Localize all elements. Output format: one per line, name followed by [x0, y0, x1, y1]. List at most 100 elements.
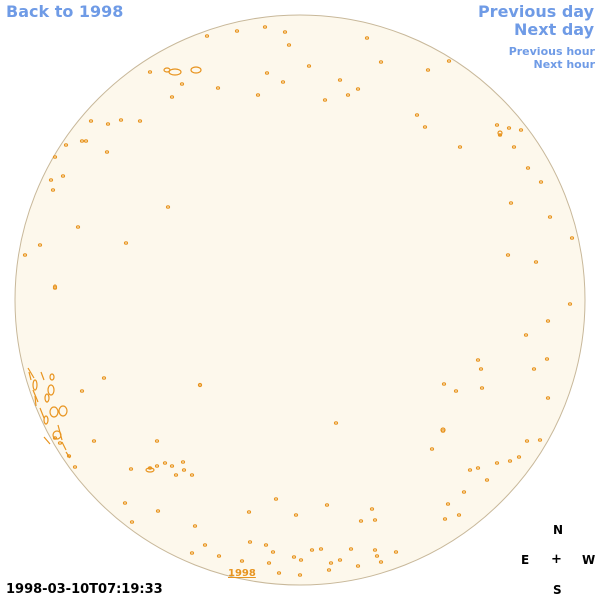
contour-spot: [239, 559, 245, 563]
contour-spot: [475, 466, 481, 470]
contour-spot: [83, 139, 89, 143]
contour-spot: [445, 502, 451, 506]
contour-spot: [189, 473, 195, 477]
contour-spot: [422, 125, 428, 129]
contour-spot: [234, 29, 240, 33]
contour-stroke: [65, 451, 71, 459]
contour-spot: [324, 503, 330, 507]
contour-spot: [309, 548, 315, 552]
contour-spot: [247, 540, 253, 544]
contour-spot: [478, 367, 484, 371]
contour-spot: [147, 70, 153, 74]
contour-spot: [169, 95, 175, 99]
previous-day-link[interactable]: Previous day: [477, 2, 594, 21]
contour-spot: [538, 180, 544, 184]
contour-spot: [355, 564, 361, 568]
contour-spot: [328, 561, 334, 565]
contour-spot: [446, 59, 452, 63]
contour-spot: [507, 459, 513, 463]
contour-spot: [456, 513, 462, 517]
observation-timestamp: 1998-03-10T07:19:33: [6, 582, 163, 597]
contour-stroke: [57, 424, 63, 441]
contour-spot: [378, 560, 384, 564]
compass-west: W: [582, 553, 596, 567]
previous-hour-link[interactable]: Previous hour: [508, 45, 595, 58]
contour-spot: [91, 439, 97, 443]
contour-spot: [523, 333, 529, 337]
contour-spot: [516, 455, 522, 459]
contour-spot: [60, 174, 66, 178]
contour-spot: [52, 155, 58, 159]
contour-loop: [163, 67, 171, 73]
contour-spot: [105, 122, 111, 126]
contour-spot: [48, 178, 54, 182]
next-day-link[interactable]: Next day: [514, 20, 594, 39]
contour-spot: [511, 145, 517, 149]
contour-spot: [567, 302, 573, 306]
contour-spot: [425, 68, 431, 72]
contour-spot: [165, 205, 171, 209]
contour-loop: [197, 382, 203, 388]
contour-spot: [441, 382, 447, 386]
contour-spot: [457, 145, 463, 149]
contour-spot: [79, 139, 85, 143]
contour-spot: [533, 260, 539, 264]
contour-spot: [453, 389, 459, 393]
contour-spot: [263, 543, 269, 547]
compass-east: E: [521, 553, 530, 567]
contour-spot: [524, 439, 530, 443]
contour-loop: [44, 393, 50, 403]
contour-spot: [506, 126, 512, 130]
contour-spot: [337, 78, 343, 82]
contour-spot: [118, 118, 124, 122]
contour-spot: [128, 467, 134, 471]
contour-spot: [369, 507, 375, 511]
contour-spot: [322, 98, 328, 102]
contour-spot: [162, 461, 168, 465]
contour-spot: [192, 524, 198, 528]
contour-spot: [57, 441, 63, 445]
contour-spot: [345, 93, 351, 97]
magnetic-contours: [22, 25, 575, 577]
contour-spot: [280, 80, 286, 84]
back-to-year-link[interactable]: Back to 1998: [6, 2, 124, 21]
contour-spot: [525, 166, 531, 170]
contour-spot: [378, 60, 384, 64]
contour-spot: [22, 253, 28, 257]
contour-spot: [50, 188, 56, 192]
contour-spot: [364, 36, 370, 40]
contour-spot: [216, 554, 222, 558]
contour-spot: [154, 464, 160, 468]
contour-spot: [282, 30, 288, 34]
contour-stroke: [34, 395, 37, 407]
solar-disc: [14, 14, 586, 586]
contour-spot: [72, 465, 78, 469]
contour-spot: [374, 554, 380, 558]
contour-spot: [297, 573, 303, 577]
contour-loop: [145, 467, 155, 473]
contour-spot: [505, 253, 511, 257]
compass-south: S: [553, 583, 562, 597]
year-link[interactable]: 1998: [228, 568, 256, 579]
contour-spot: [508, 201, 514, 205]
contour-spot: [306, 64, 312, 68]
contour-loop: [440, 427, 446, 433]
contour-spot: [494, 123, 500, 127]
contour-spot: [494, 461, 500, 465]
contour-spot: [348, 547, 354, 551]
contour-spot: [393, 550, 399, 554]
contour-spot: [104, 150, 110, 154]
contour-spot: [372, 518, 378, 522]
contour-loop: [52, 284, 58, 290]
contour-spot: [122, 501, 128, 505]
contour-loop: [497, 130, 503, 136]
next-hour-link[interactable]: Next hour: [533, 58, 596, 71]
contour-spot: [37, 243, 43, 247]
contour-spot: [270, 550, 276, 554]
contour-spot: [545, 319, 551, 323]
contour-spot: [372, 548, 378, 552]
contour-loop: [49, 373, 55, 381]
contour-spot: [63, 143, 69, 147]
contour-stroke: [39, 407, 45, 419]
